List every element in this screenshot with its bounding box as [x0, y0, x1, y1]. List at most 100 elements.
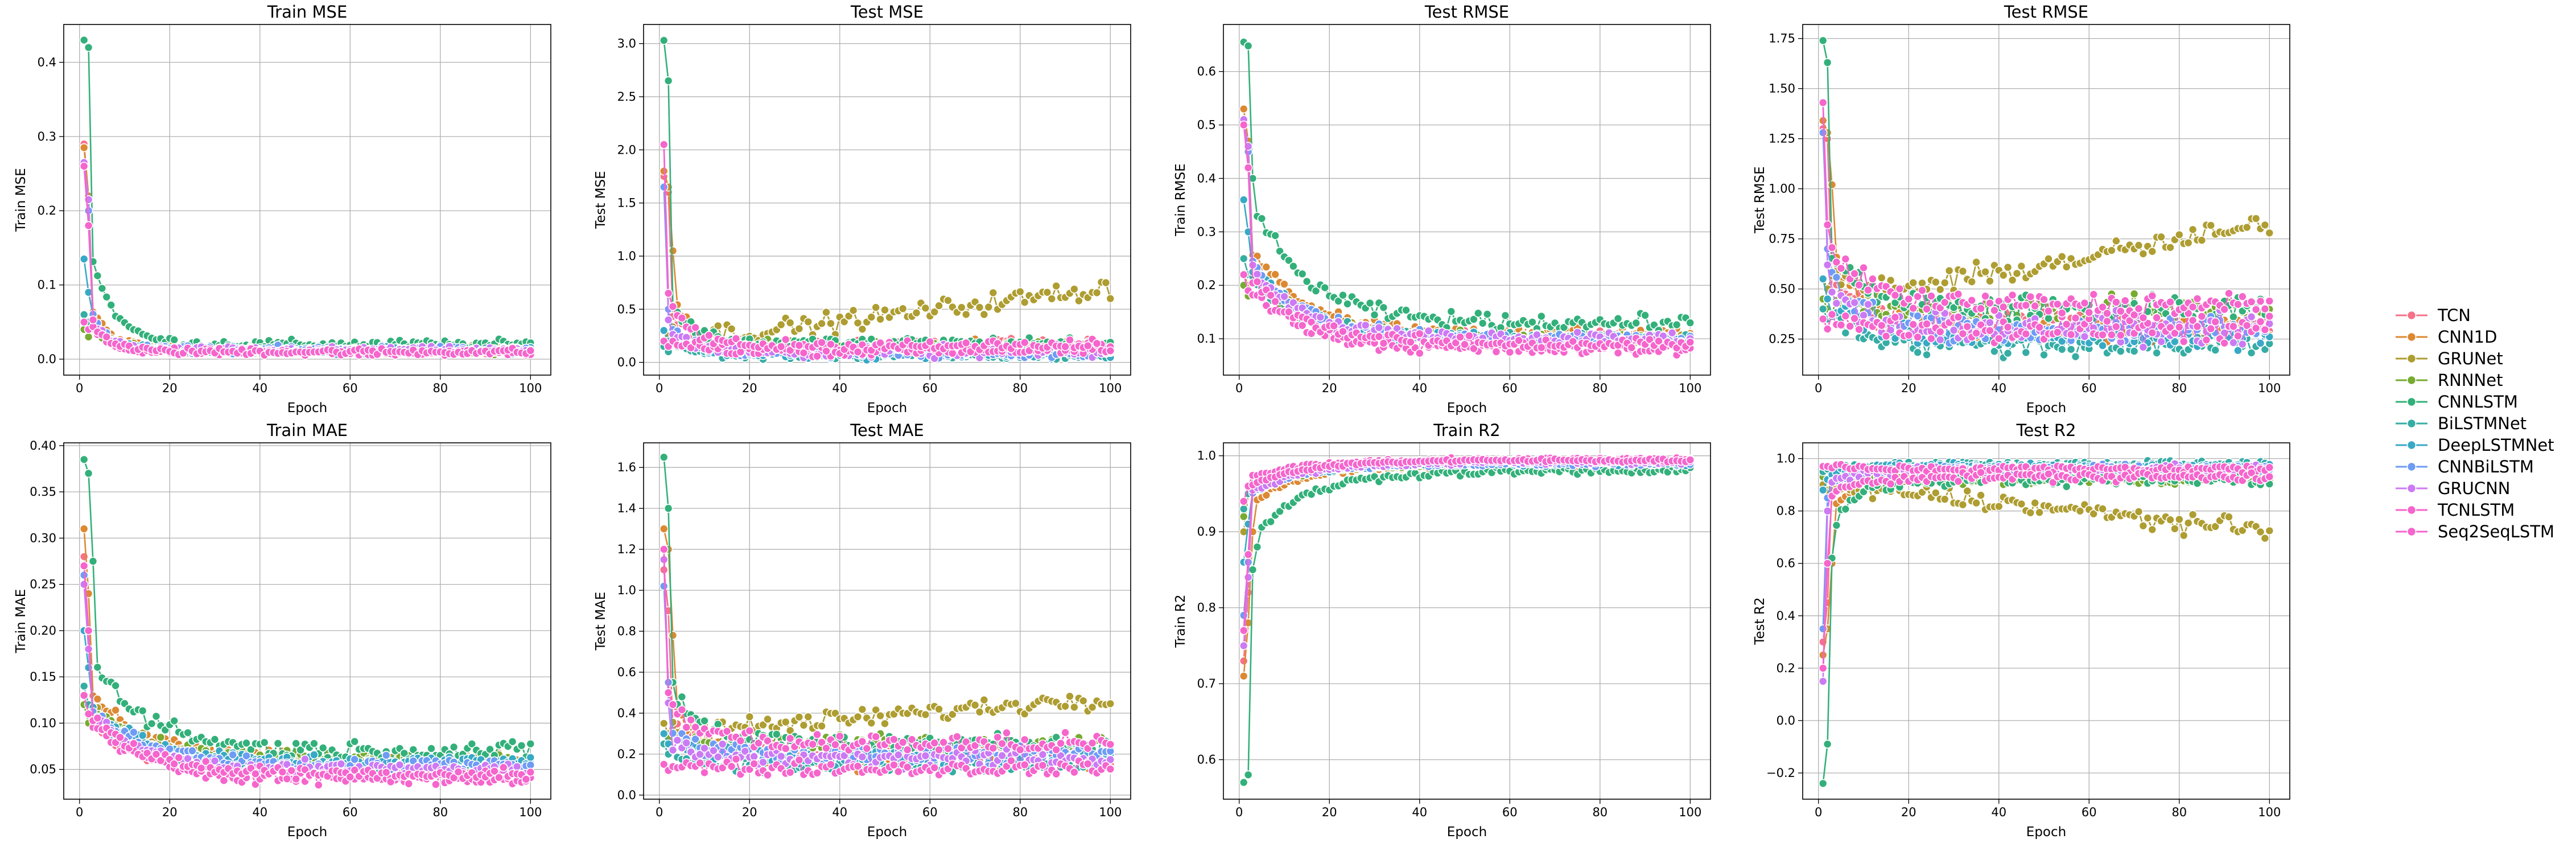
y-tick-label: 0.50	[1769, 282, 1795, 296]
y-tick-label: 0.25	[1769, 332, 1795, 346]
y-tick-label: 1.00	[1769, 182, 1795, 196]
data-point	[2183, 238, 2193, 248]
data-point	[2026, 292, 2035, 302]
data-point	[2247, 312, 2256, 322]
data-point	[2057, 252, 2067, 261]
panel-title: Test RMSE	[1424, 2, 1509, 22]
x-tick-label: 20	[1322, 381, 1337, 395]
data-point	[1297, 269, 1307, 279]
x-tick-label: 40	[1991, 381, 2006, 395]
data-point	[1667, 328, 1677, 338]
data-point	[1832, 298, 1841, 308]
x-tick-label: 100	[519, 381, 542, 395]
data-point	[2260, 220, 2270, 230]
data-point	[867, 312, 876, 322]
x-tick-label: 60	[922, 381, 938, 395]
x-tick-label: 80	[2171, 381, 2187, 395]
data-point	[1329, 321, 1338, 331]
data-point	[1239, 104, 1248, 114]
data-point	[79, 524, 89, 533]
data-point	[912, 308, 921, 318]
data-point	[1501, 311, 1510, 320]
x-tick-label: 40	[252, 805, 267, 819]
data-point	[663, 76, 673, 85]
grid	[64, 24, 551, 375]
data-point	[1972, 328, 1981, 338]
data-point	[2138, 249, 2148, 258]
data-point	[2134, 304, 2144, 314]
data-point	[1631, 318, 1641, 328]
data-point	[1909, 320, 1918, 329]
data-point	[1280, 279, 1289, 289]
data-point	[1953, 312, 1963, 322]
data-point	[1361, 320, 1370, 330]
data-point	[858, 324, 867, 334]
x-tick-label: 0	[1815, 381, 1822, 395]
data-point	[1909, 303, 1918, 313]
data-point	[2229, 312, 2238, 322]
data-point	[1935, 335, 1945, 344]
data-point	[170, 335, 179, 344]
data-point	[1927, 334, 1936, 343]
data-point	[1818, 98, 1828, 108]
y-axis-label: Test MSE	[593, 171, 608, 229]
data-point	[1239, 120, 1248, 130]
data-point	[1818, 304, 1828, 314]
data-point	[97, 283, 107, 293]
data-point	[2021, 301, 2031, 310]
data-point	[2057, 309, 2067, 318]
panel-title: Test RMSE	[2004, 2, 2088, 22]
data-point	[2138, 343, 2148, 352]
panel-title: Train MAE	[266, 421, 348, 440]
data-point	[2188, 302, 2198, 312]
data-point	[1931, 277, 1940, 287]
data-point	[2044, 314, 2053, 323]
data-point	[1239, 195, 1248, 204]
data-point	[2251, 214, 2261, 223]
data-point	[2116, 331, 2125, 340]
data-point	[2256, 317, 2265, 326]
data-point	[102, 292, 112, 302]
y-tick-label: 0.40	[30, 439, 56, 453]
data-point	[2247, 297, 2256, 307]
data-point	[1985, 318, 1994, 327]
data-point	[2206, 221, 2216, 230]
data-point	[2175, 230, 2184, 240]
y-tick-label: 0.2	[1197, 278, 1216, 292]
data-point	[2242, 223, 2252, 232]
data-point	[2080, 332, 2089, 342]
x-tick-label: 60	[1502, 381, 1518, 395]
data-point	[1239, 270, 1248, 279]
data-point	[2152, 348, 2161, 357]
data-point	[2179, 337, 2188, 346]
panel-title: Test MSE	[850, 2, 924, 22]
data-point	[1967, 277, 1976, 286]
data-point	[2044, 254, 2053, 264]
data-point	[1918, 286, 1927, 295]
data-point	[1573, 327, 1582, 337]
data-point	[1827, 310, 1837, 319]
x-tick-label: 60	[2082, 381, 2097, 395]
data-point	[2103, 316, 2112, 326]
y-tick-label: 0.5	[1197, 118, 1216, 132]
y-tick-label: 0.3	[1197, 225, 1216, 238]
data-point	[2057, 344, 2067, 354]
data-point	[2066, 330, 2076, 339]
data-point	[1257, 214, 1267, 223]
data-point	[1985, 276, 1994, 286]
data-point	[1047, 294, 1057, 303]
data-point	[1460, 340, 1469, 349]
data-point	[111, 705, 120, 715]
data-point	[817, 338, 826, 347]
x-tick-label: 80	[432, 805, 448, 819]
data-point	[1379, 303, 1388, 312]
data-point	[1280, 292, 1289, 301]
y-tick-label: 0.25	[30, 578, 56, 591]
data-point	[1836, 264, 1846, 273]
data-point	[2192, 322, 2202, 331]
data-point	[659, 182, 669, 192]
data-point	[1379, 339, 1388, 348]
data-point	[1913, 311, 1922, 320]
data-point	[526, 346, 535, 355]
data-point	[1092, 288, 1102, 298]
